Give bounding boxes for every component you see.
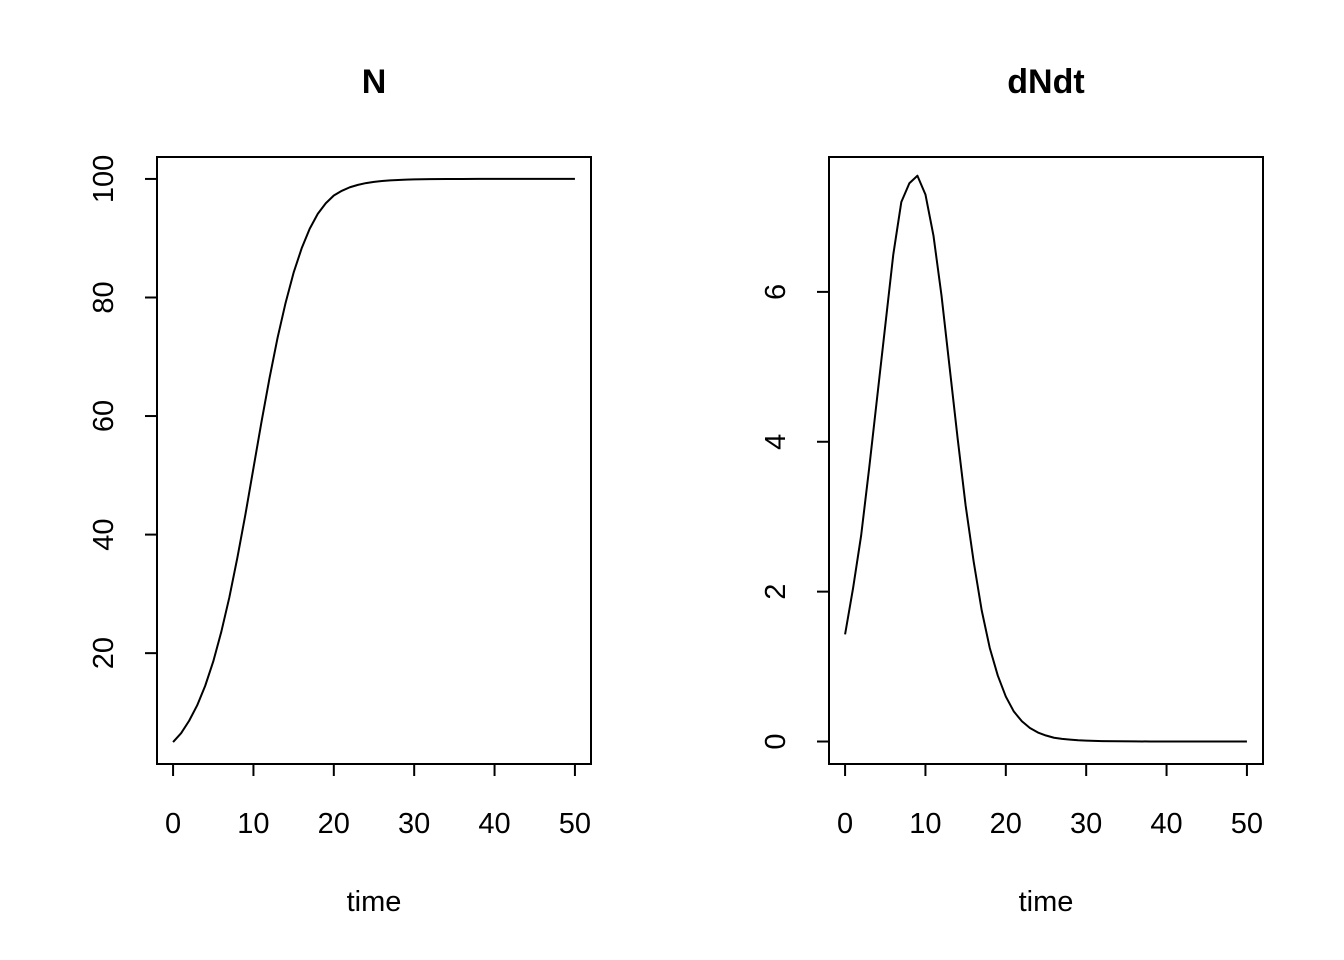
- x-tick-label: 0: [165, 808, 181, 840]
- x-tick-label: 50: [1231, 808, 1263, 840]
- x-tick-label: 10: [909, 808, 941, 840]
- plot-frame: [156, 156, 592, 765]
- y-tick-label: 2: [760, 584, 792, 600]
- y-tick-label: 60: [88, 400, 120, 432]
- y-axis: 20 40 60 80 100: [88, 155, 158, 669]
- x-tick-label: 30: [1070, 808, 1102, 840]
- x-tick-label: 20: [318, 808, 350, 840]
- x-axis: 0 10 20 30 40 50: [837, 763, 1263, 840]
- x-tick-label: 40: [478, 808, 510, 840]
- x-axis: 0 10 20 30 40 50: [165, 763, 591, 840]
- y-tick-label: 6: [760, 284, 792, 300]
- y-tick-label: 0: [760, 733, 792, 749]
- x-axis-label: time: [347, 886, 402, 918]
- x-tick-label: 30: [398, 808, 430, 840]
- y-axis: 0 2 4 6: [760, 284, 830, 750]
- y-tick-label: 80: [88, 281, 120, 313]
- chart-title: N: [362, 63, 387, 101]
- x-tick-label: 20: [990, 808, 1022, 840]
- x-tick-label: 10: [237, 808, 269, 840]
- x-tick-label: 40: [1150, 808, 1182, 840]
- series-line: [172, 177, 575, 743]
- x-tick-label: 0: [837, 808, 853, 840]
- chart-title: dNdt: [1007, 63, 1084, 101]
- x-tick-label: 50: [559, 808, 591, 840]
- x-axis-label: time: [1019, 886, 1074, 918]
- y-tick-label: 40: [88, 518, 120, 550]
- y-tick-label: 4: [760, 434, 792, 450]
- chart-panel-1: N 0 10 20 30 40 50 time 20 40 60 80 100: [88, 63, 592, 918]
- chart-panel-2: dNdt 0 10 20 30 40 50 time 0 2 4 6: [760, 63, 1264, 918]
- y-tick-label: 100: [88, 155, 120, 203]
- series-line: [844, 174, 1247, 743]
- y-tick-label: 20: [88, 637, 120, 669]
